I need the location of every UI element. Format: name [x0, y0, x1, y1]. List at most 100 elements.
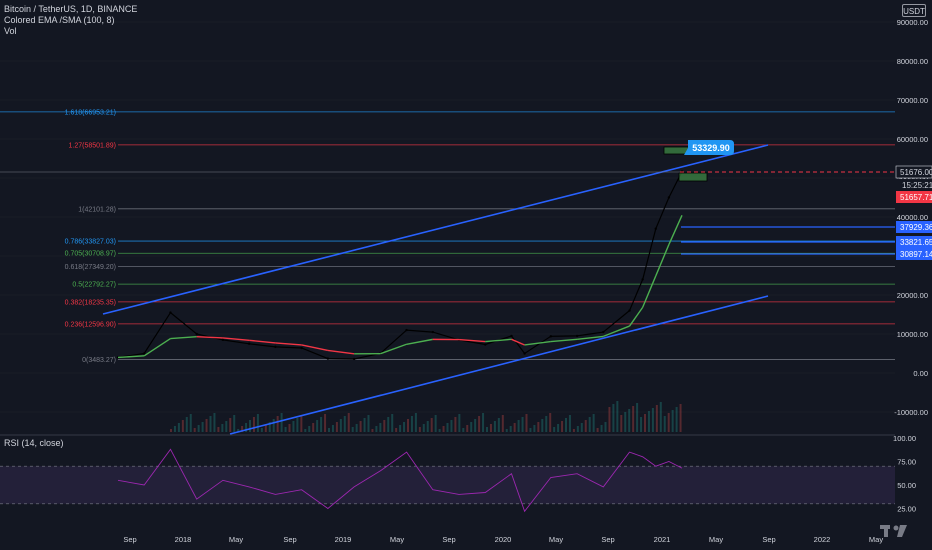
price-point	[274, 345, 277, 349]
volume-bar	[592, 414, 595, 432]
ema-segment	[576, 335, 604, 340]
volume-bar	[217, 427, 220, 432]
level-3-text: 30897.14	[900, 250, 932, 259]
time-tick: Sep	[283, 535, 296, 544]
volume-bar	[430, 418, 433, 432]
rsi-axis[interactable]: 100.00 75.00 50.00 25.00	[893, 434, 916, 514]
volume-bar	[177, 423, 180, 432]
symbol-title[interactable]: Bitcoin / TetherUS, 1D, BINANCE	[4, 4, 138, 14]
volume-bar	[359, 421, 362, 432]
trend-channel[interactable]	[102, 144, 769, 435]
fib-level-label: 0.705(30708.97)	[65, 251, 116, 258]
volume-bar	[517, 420, 520, 432]
volume-bar	[185, 417, 188, 432]
volume-bar	[561, 421, 564, 432]
ema-segment	[196, 336, 223, 339]
ema-segment	[668, 215, 683, 245]
volume-bar	[655, 405, 658, 432]
price-point	[549, 335, 553, 338]
volume-bar	[173, 426, 176, 432]
volume-bar	[529, 428, 532, 432]
volume-bar	[576, 426, 579, 432]
volume-bar	[193, 428, 196, 432]
rsi-band	[0, 466, 895, 504]
rsi-tick: 25.00	[897, 505, 916, 514]
rsi-tick: 75.00	[897, 458, 916, 467]
time-tick: Sep	[442, 535, 455, 544]
last-price-text: 51676.00	[900, 168, 932, 177]
time-axis[interactable]: Sep 2018 May Sep 2019 May Sep 2020 May Sep 2021 May…	[123, 535, 883, 544]
volume-bar	[505, 429, 508, 432]
ema-segment	[628, 307, 644, 327]
volume-bar	[584, 420, 587, 432]
price-point	[195, 332, 198, 336]
volume-bar	[482, 413, 485, 432]
volume-bar	[260, 428, 263, 432]
channel-lower-line[interactable]	[229, 295, 769, 435]
ema-segment	[603, 325, 630, 338]
volume-bar	[249, 420, 251, 432]
tradingview-logo-icon	[880, 525, 907, 537]
price-point	[352, 357, 356, 361]
ema-segment	[511, 338, 525, 346]
volume-bar	[407, 419, 409, 432]
time-tick: 2019	[335, 535, 352, 544]
volume-legend[interactable]: Vol	[4, 26, 17, 36]
fib-level-label: 0.786(33827.03)	[65, 239, 116, 246]
volume-bar	[509, 426, 512, 432]
volume-bar	[442, 426, 445, 432]
volume-bar	[549, 413, 552, 432]
volume-bar	[616, 401, 619, 432]
volume-bar	[553, 427, 556, 432]
price-tick: 20000.00	[897, 291, 928, 300]
volume-bar	[324, 414, 327, 432]
volume-bar	[363, 418, 366, 432]
price-point	[169, 311, 172, 314]
price-point	[575, 334, 579, 338]
currency-button[interactable]: USDT	[902, 4, 926, 17]
volume-bar	[284, 427, 287, 432]
last-price-badge	[895, 165, 932, 179]
volume-bar	[328, 428, 330, 432]
indicator-legend[interactable]: Colored EMA /SMA (100, 8)	[4, 15, 115, 25]
volume-bar	[296, 418, 299, 432]
volume-bar	[229, 418, 232, 432]
volume-bar	[355, 424, 358, 432]
volume-bar	[418, 427, 421, 432]
rsi-line	[117, 448, 683, 513]
volume-bar	[383, 420, 386, 432]
volume-bar	[612, 404, 615, 432]
price-point	[641, 278, 644, 281]
price-callout[interactable]	[684, 140, 734, 155]
rsi-legend[interactable]: RSI (14, close)	[4, 438, 64, 448]
volume-bar	[379, 423, 382, 432]
rsi-panel[interactable]	[0, 434, 895, 513]
annotations[interactable]: 53329.90	[0, 140, 932, 255]
volume-bar	[671, 410, 674, 432]
time-tick: May	[709, 535, 723, 544]
volume-bar	[170, 429, 172, 432]
target-box-lower[interactable]	[678, 172, 708, 182]
price-tick: 0.00	[913, 369, 928, 378]
price-point	[510, 334, 513, 338]
volume-bar	[205, 419, 208, 432]
volume-bar	[241, 426, 244, 432]
volume-bar	[276, 416, 279, 432]
time-tick: May	[229, 535, 243, 544]
channel-upper-line[interactable]	[102, 144, 769, 315]
volume-bar	[474, 419, 477, 432]
volume-bar	[233, 415, 236, 432]
fib-level-label: 1.618(66953.21)	[65, 109, 116, 116]
fibonacci-levels[interactable]: 1.618(66953.21) 1.27(58501.89) 1(42101.28)…	[0, 109, 895, 364]
ema-segment	[655, 244, 670, 277]
volume-bar	[600, 425, 603, 432]
volume-bar	[268, 422, 271, 432]
price-point	[300, 346, 303, 350]
price-tick: -10000.00	[894, 408, 928, 417]
price-series	[116, 170, 684, 361]
time-tick: Sep	[762, 535, 775, 544]
price-tick: 70000.00	[897, 96, 928, 105]
fib-level-label: 1.27(58501.89)	[69, 142, 116, 149]
volume-bar	[462, 428, 465, 432]
